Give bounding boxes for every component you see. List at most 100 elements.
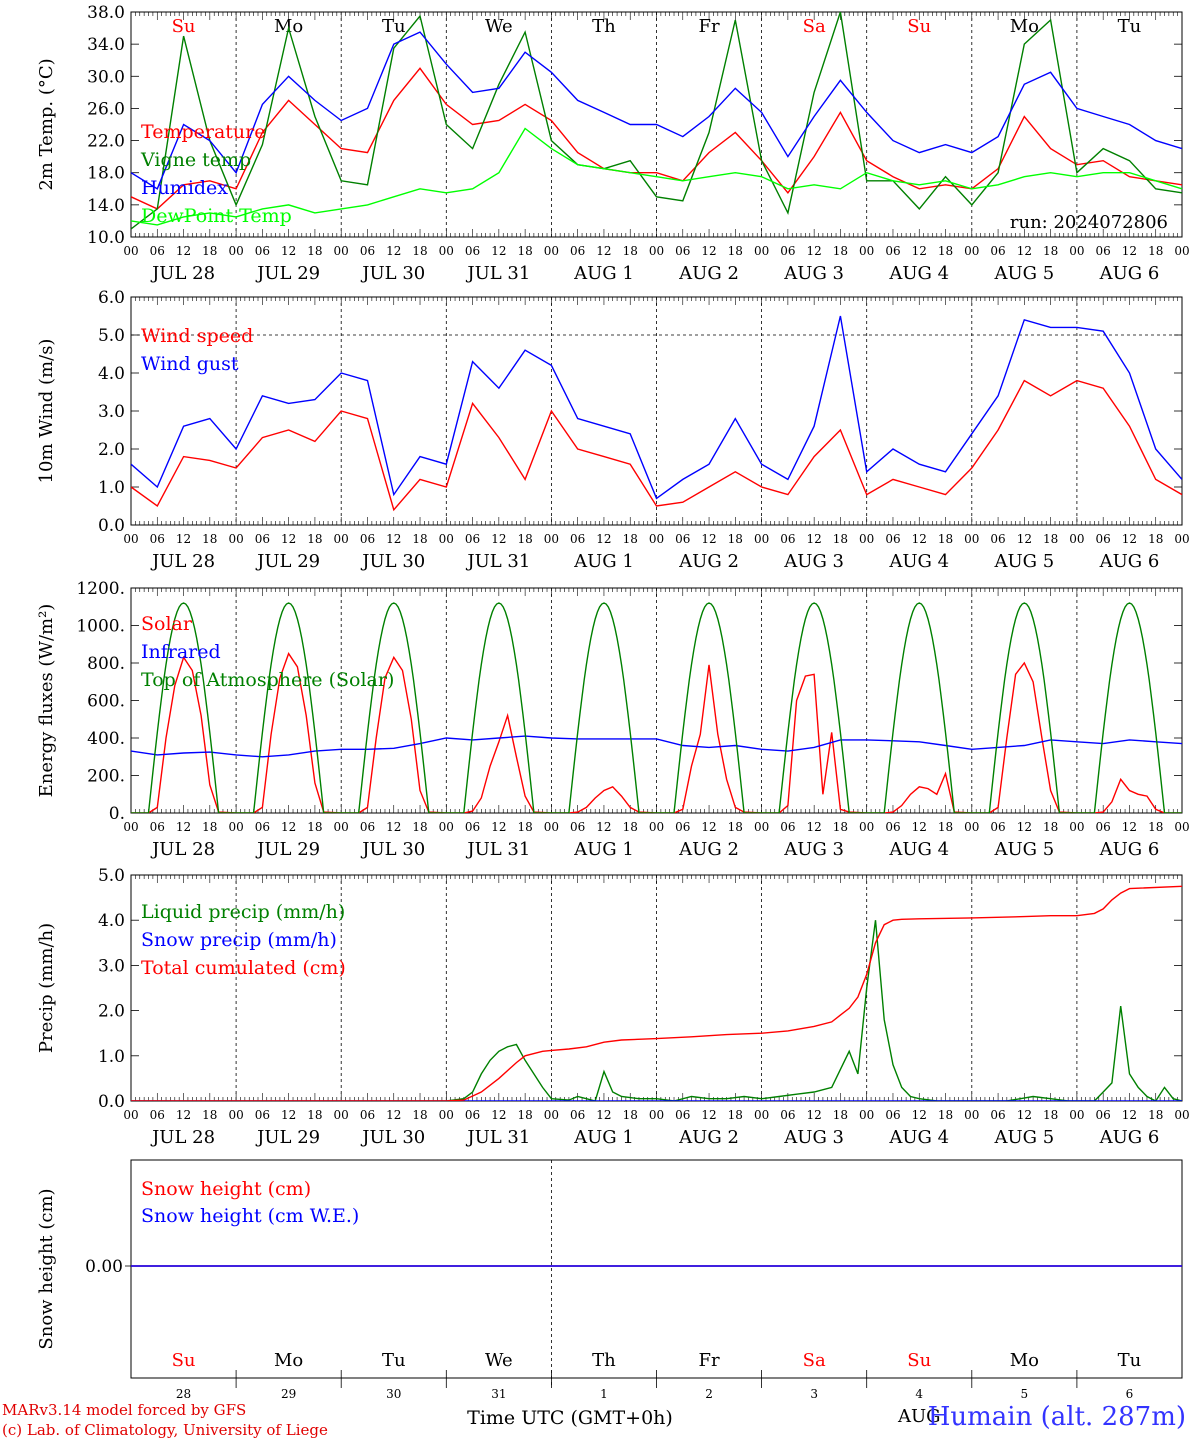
series-group	[131, 12, 1182, 230]
hour-tick-label: 00	[123, 244, 138, 258]
weekday-label: We	[485, 1350, 513, 1371]
hour-tick-label: 12	[1017, 244, 1032, 258]
hour-tick-label: 12	[807, 1108, 822, 1122]
hour-tick-label: 00	[439, 244, 454, 258]
hour-tick-label: 18	[517, 532, 532, 546]
model-credit: MARv3.14 model forced by GFS (c) Lab. of…	[2, 1400, 328, 1440]
hour-tick-label: 06	[150, 244, 165, 258]
hour-tick-label: 00	[649, 1108, 664, 1122]
hour-tick-label: 12	[1017, 1108, 1032, 1122]
hour-tick-label: 00	[859, 1108, 874, 1122]
hour-tick-label: 12	[596, 244, 611, 258]
legend-entry: Top of Atmosphere (Solar)	[141, 669, 394, 691]
y-tick-label: 3.0	[98, 402, 125, 422]
legend-entry: Total cumulated (cm)	[141, 957, 346, 979]
hour-tick-label: 12	[807, 532, 822, 546]
date-label: AUG 5	[993, 263, 1054, 284]
day-number-label: 4	[915, 1387, 923, 1401]
hour-tick-label: 12	[912, 532, 927, 546]
hour-tick-label: 00	[859, 244, 874, 258]
hour-tick-label: 00	[754, 1108, 769, 1122]
date-label: JUL 29	[255, 839, 320, 860]
weekday-label: Su	[172, 16, 196, 37]
date-label: AUG 1	[573, 1127, 634, 1148]
hour-tick-label: 12	[281, 532, 296, 546]
date-label: JUL 28	[150, 551, 215, 572]
panel-1: 00 06 12 18 00 06 12 18 00 06 12 18 00 06 12 18 00 06 12 18…	[36, 3, 1190, 284]
y-axis-title: Energy fluxes (W/m²)	[36, 604, 57, 798]
hour-tick-label: 18	[728, 532, 743, 546]
hour-tick-label: 12	[176, 244, 191, 258]
hour-tick-label: 00	[649, 532, 664, 546]
hour-tick-label: 00	[964, 820, 979, 834]
month-label: AUG	[897, 1406, 941, 1427]
hour-tick-label: 18	[1148, 1108, 1163, 1122]
hour-tick-label: 00	[544, 820, 559, 834]
y-tick-label: 400.	[87, 729, 125, 749]
hour-tick-label: 18	[307, 820, 322, 834]
hour-tick-label: 00	[123, 532, 138, 546]
date-label: AUG 4	[888, 1127, 949, 1148]
hour-tick-label: 06	[255, 532, 270, 546]
hour-tick-label: 06	[570, 1108, 585, 1122]
hour-tick-label: 00	[439, 820, 454, 834]
weekday-label: Mo	[274, 1350, 303, 1371]
hour-tick-label: 18	[412, 820, 427, 834]
y-tick-label: 600.	[87, 692, 125, 712]
hour-tick-label: 06	[255, 244, 270, 258]
hour-tick-label: 18	[517, 820, 532, 834]
hour-tick-label: 00	[964, 1108, 979, 1122]
y-tick-label: 1.0	[98, 1047, 125, 1067]
hour-tick-label: 12	[1122, 820, 1137, 834]
y-tick-label: 2.0	[98, 440, 125, 460]
hour-tick-label: 06	[465, 1108, 480, 1122]
hour-tick-label: 00	[964, 244, 979, 258]
hour-tick-label: 12	[701, 244, 716, 258]
y-tick-label: 14.0	[87, 196, 125, 216]
series-line-temperature	[131, 67, 1182, 210]
hour-tick-label: 12	[176, 1108, 191, 1122]
y-tick-label: 0.0	[98, 1092, 125, 1112]
location-label: Humain (alt. 287m)	[927, 1402, 1186, 1432]
legend-entry: Wind gust	[141, 353, 239, 375]
hour-tick-label: 12	[491, 1108, 506, 1122]
day-number-label: 6	[1126, 1387, 1134, 1401]
hour-tick-label: 00	[649, 820, 664, 834]
hour-tick-label: 12	[491, 820, 506, 834]
hour-tick-label: 00	[1174, 820, 1189, 834]
y-axis-title: 2m Temp. (°C)	[36, 58, 57, 190]
weekday-label: We	[485, 16, 513, 37]
hour-tick-label: 18	[307, 1108, 322, 1122]
hour-tick-label: 06	[780, 244, 795, 258]
hour-tick-label: 06	[780, 532, 795, 546]
series-line-infrared	[131, 735, 1182, 758]
date-label: AUG 4	[888, 551, 949, 572]
series-line-top-of-atmosphere-solar	[131, 602, 1182, 813]
date-label: AUG 2	[678, 1127, 739, 1148]
hour-tick-label: 00	[544, 532, 559, 546]
hour-tick-label: 06	[255, 1108, 270, 1122]
hour-tick-label: 06	[675, 1108, 690, 1122]
hour-tick-label: 18	[1043, 1108, 1058, 1122]
hour-tick-label: 00	[649, 244, 664, 258]
hour-tick-label: 00	[334, 820, 349, 834]
hour-tick-label: 06	[885, 1108, 900, 1122]
legend-entry: Infrared	[141, 641, 221, 663]
hour-tick-label: 06	[150, 1108, 165, 1122]
hour-tick-label: 18	[938, 1108, 953, 1122]
hour-tick-label: 06	[1096, 532, 1111, 546]
y-tick-label: 3.0	[98, 956, 125, 976]
hour-tick-label: 18	[833, 1108, 848, 1122]
y-tick-label: 22.0	[87, 132, 125, 152]
y-axis-title: Snow height (cm)	[36, 1188, 57, 1349]
hour-tick-label: 00	[1069, 244, 1084, 258]
date-label: AUG 3	[783, 551, 844, 572]
credit-line: (c) Lab. of Climatology, University of L…	[2, 1421, 328, 1439]
series-line-humidex	[131, 31, 1182, 190]
y-tick-label: 34.0	[87, 35, 125, 55]
date-label: JUL 28	[150, 1127, 215, 1148]
hour-tick-label: 18	[1043, 820, 1058, 834]
hour-tick-label: 18	[728, 1108, 743, 1122]
hour-tick-label: 00	[1069, 1108, 1084, 1122]
